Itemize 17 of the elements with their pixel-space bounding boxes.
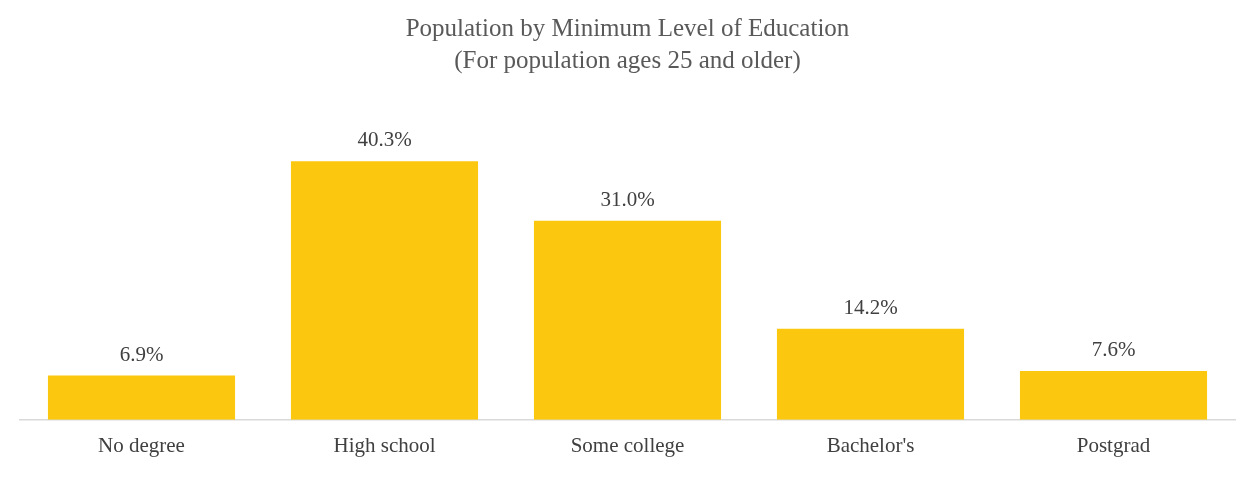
x-tick-label: High school — [333, 432, 436, 457]
data-label: 7.6% — [1091, 337, 1136, 362]
bar — [776, 328, 965, 420]
bar — [290, 161, 479, 420]
bar — [1019, 371, 1208, 420]
chart-title: Population by Minimum Level of Education — [405, 13, 850, 41]
bar — [47, 375, 236, 420]
data-label: 31.0% — [600, 186, 655, 211]
x-tick-label: Some college — [570, 432, 685, 457]
x-tick-label: No degree — [98, 432, 185, 457]
data-label: 14.2% — [843, 294, 898, 319]
x-tick-label: Bachelor's — [826, 432, 915, 457]
x-tick-label: Postgrad — [1076, 432, 1151, 457]
bar — [533, 220, 722, 420]
data-label: 6.9% — [119, 341, 164, 366]
data-label: 40.3% — [357, 127, 412, 152]
chart-subtitle: (For population ages 25 and older) — [454, 45, 801, 74]
